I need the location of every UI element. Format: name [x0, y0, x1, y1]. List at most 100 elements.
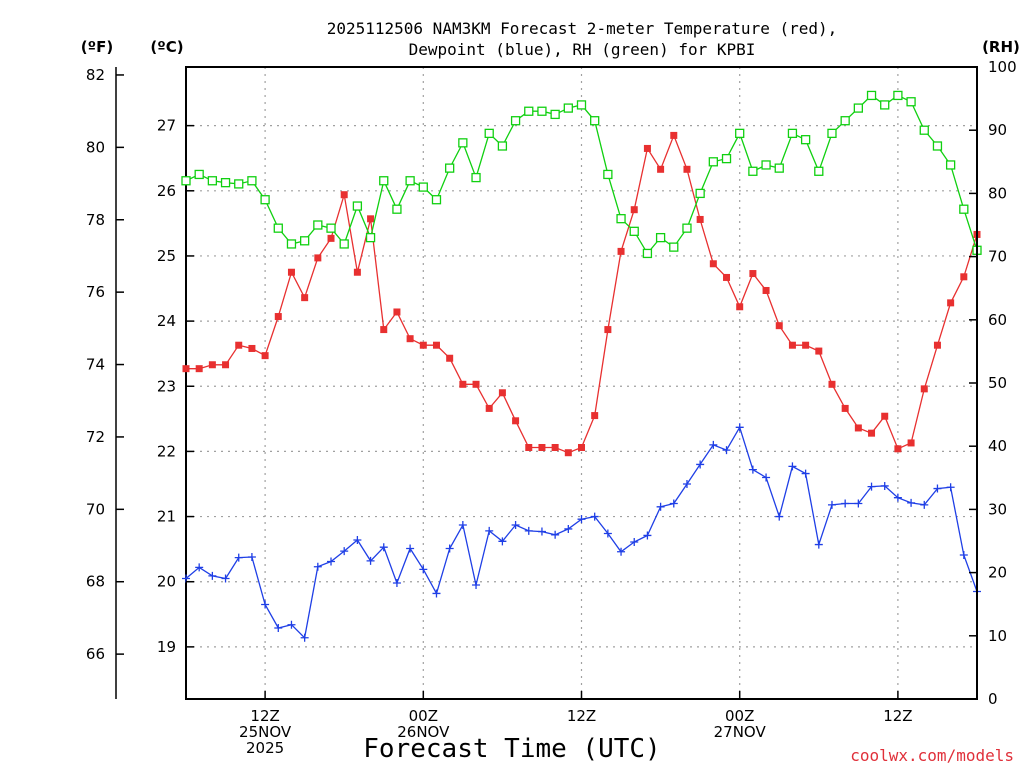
dewpoint-point [419, 565, 428, 574]
x-tick-label: 00Z [409, 707, 438, 725]
temperature-point [485, 404, 493, 412]
dewpoint-point [445, 544, 454, 553]
rh-point [880, 100, 890, 110]
rh-point [576, 100, 587, 110]
celsius-tick-label: 22 [157, 442, 176, 460]
rh-point [537, 106, 547, 116]
temperature-point [419, 341, 427, 349]
dewpoint-point [762, 473, 771, 482]
dewpoint-point [261, 600, 270, 609]
rh-tick-label: 50 [988, 374, 1007, 392]
rh-point [194, 169, 204, 180]
dewpoint-point [485, 526, 494, 535]
rh-point [682, 223, 692, 233]
rh-point [326, 223, 336, 233]
rh-point [207, 176, 218, 186]
rh-tick-label: 20 [988, 564, 1007, 582]
rh-tick-label: 70 [988, 248, 1007, 266]
rh-point [761, 160, 771, 170]
temperature-point [538, 444, 546, 452]
rh-point [853, 103, 863, 113]
temperature-point [301, 294, 309, 302]
rh-point [840, 116, 850, 126]
rh-point [352, 201, 363, 211]
dewpoint-point [195, 563, 204, 572]
dewpoint-point [920, 500, 929, 509]
dewpoint-point [432, 589, 441, 598]
dewpoint-point [788, 462, 797, 471]
temperature-point [446, 354, 454, 362]
temperature-point [643, 144, 651, 152]
dewpoint-point [287, 620, 296, 629]
axes [115, 67, 978, 699]
rh-point [774, 163, 784, 173]
temperature-point [459, 380, 467, 388]
temperature-point [868, 429, 876, 437]
x-tick-label: 25NOV [239, 723, 292, 741]
rh-tick-label: 80 [988, 184, 1007, 202]
rh-point [550, 109, 560, 120]
temperature-point [512, 417, 520, 425]
rh-point [959, 204, 969, 214]
rh-point [471, 172, 481, 183]
temperature-point [775, 322, 783, 330]
temperature-point [617, 247, 625, 255]
dewpoint-point [682, 479, 691, 488]
temperature-point [564, 449, 572, 457]
celsius-tick-label: 25 [157, 247, 176, 265]
temperature-point [551, 444, 559, 452]
x-axis-title: Forecast Time (UTC) [363, 734, 660, 764]
series-layer [181, 90, 982, 642]
dewpoint-point [234, 553, 243, 562]
temperature-point [683, 165, 691, 173]
temperature-point [828, 380, 836, 388]
temperature-point [432, 341, 440, 349]
rh-point [563, 103, 573, 113]
rh-point [721, 153, 732, 164]
dewpoint-point [498, 537, 507, 546]
rh-point [299, 236, 310, 246]
temperature-point [261, 352, 269, 360]
dewpoint-point [379, 543, 388, 552]
temperature-point [353, 268, 361, 276]
temperature-point [182, 365, 190, 373]
celsius-tick-label: 24 [157, 312, 176, 330]
rh-point [893, 90, 903, 101]
temperature-point [815, 347, 823, 355]
rh-point [787, 128, 798, 139]
rh-point [616, 214, 626, 224]
temperature-point [749, 270, 757, 278]
temperature-point [709, 260, 717, 268]
temperature-point [340, 191, 348, 199]
temperature-point [393, 308, 401, 316]
rh-point [445, 163, 455, 173]
dewpoint-point [669, 499, 678, 508]
dewpoint-point [551, 530, 560, 539]
rh-point [484, 128, 494, 139]
rh-tick-label: 0 [988, 690, 998, 708]
fahrenheit-tick-label: 68 [86, 573, 105, 591]
rh-point [220, 178, 231, 188]
credit-label: coolwx.com/models [850, 746, 1014, 765]
temperature-point [894, 445, 902, 453]
temperature-point [222, 361, 230, 369]
dewpoint-point [340, 547, 349, 556]
rh-point [524, 106, 534, 116]
temperature-point [327, 234, 335, 242]
rh-point [814, 166, 824, 176]
grid-lines [186, 67, 977, 699]
temperature-point [788, 341, 796, 349]
rh-point [379, 176, 389, 186]
temperature-point [578, 444, 585, 452]
dewpoint-point [274, 623, 283, 632]
temperature-point [736, 303, 744, 311]
dewpoint-point [933, 484, 942, 493]
dewpoint-point [867, 482, 876, 491]
rh-point [945, 160, 956, 170]
x-tick-label: 12Z [883, 707, 912, 725]
dewpoint-point [722, 446, 731, 455]
dewpoint-point [590, 512, 599, 521]
dewpoint-point [524, 526, 533, 535]
temperature-point [947, 299, 955, 307]
